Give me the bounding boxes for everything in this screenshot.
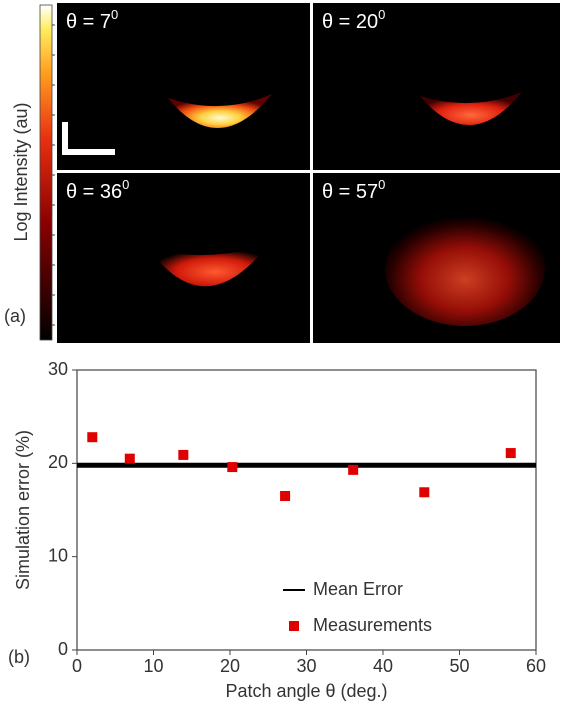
- image-label-text: θ = 57: [322, 181, 378, 203]
- panel-label: (b): [8, 647, 30, 667]
- panel-b: 0 10 20 30 0 10 20 30 40 50 60 Patch angle θ (deg.)…: [8, 359, 546, 701]
- point: [125, 454, 135, 464]
- point: [87, 432, 97, 442]
- image-label-sup: 0: [122, 177, 129, 192]
- image-label-text: θ = 36: [66, 181, 122, 203]
- x-tick-label: 30: [296, 656, 316, 676]
- image-label: θ = 200: [322, 7, 385, 33]
- point: [506, 448, 516, 458]
- figure: Log Intensity (au) (a) θ = 70θ = 200θ = …: [0, 0, 562, 707]
- point: [348, 465, 358, 475]
- x-tick-label: 10: [143, 656, 163, 676]
- image-label: θ = 360: [66, 177, 129, 203]
- point: [178, 450, 188, 460]
- y-tick-label: 10: [48, 545, 68, 565]
- x-tick-label: 20: [220, 656, 240, 676]
- y-tick-label: 20: [48, 452, 68, 472]
- x-tick-label: 40: [373, 656, 393, 676]
- image-label: θ = 570: [322, 177, 385, 203]
- plot-frame: [77, 370, 536, 650]
- image-label-sup: 0: [378, 177, 385, 192]
- point: [419, 487, 429, 497]
- image-label-sup: 0: [378, 7, 385, 22]
- x-tick-label: 50: [449, 656, 469, 676]
- legend-swatch: [289, 621, 299, 631]
- colorbar: [40, 5, 52, 340]
- point: [280, 491, 290, 501]
- y-axis-label: Simulation error (%): [13, 430, 33, 590]
- image-label-text: θ = 20: [322, 11, 378, 33]
- colorbar-ticks: [52, 25, 55, 325]
- image-label-sup: 0: [111, 7, 118, 22]
- legend-label: Mean Error: [313, 579, 403, 599]
- colorbar-label: Log Intensity (au): [11, 102, 31, 241]
- x-tick-label: 60: [526, 656, 546, 676]
- point: [227, 462, 237, 472]
- panel-label: (a): [4, 306, 26, 326]
- image-label: θ = 70: [66, 7, 118, 33]
- x-axis-label: Patch angle θ (deg.): [225, 681, 387, 701]
- beam-spot: [385, 210, 545, 326]
- legend-label: Measurements: [313, 615, 432, 635]
- y-tick-label: 30: [48, 359, 68, 379]
- x-tick-label: 0: [72, 656, 82, 676]
- image-label-text: θ = 7: [66, 11, 111, 33]
- y-tick-label: 0: [58, 639, 68, 659]
